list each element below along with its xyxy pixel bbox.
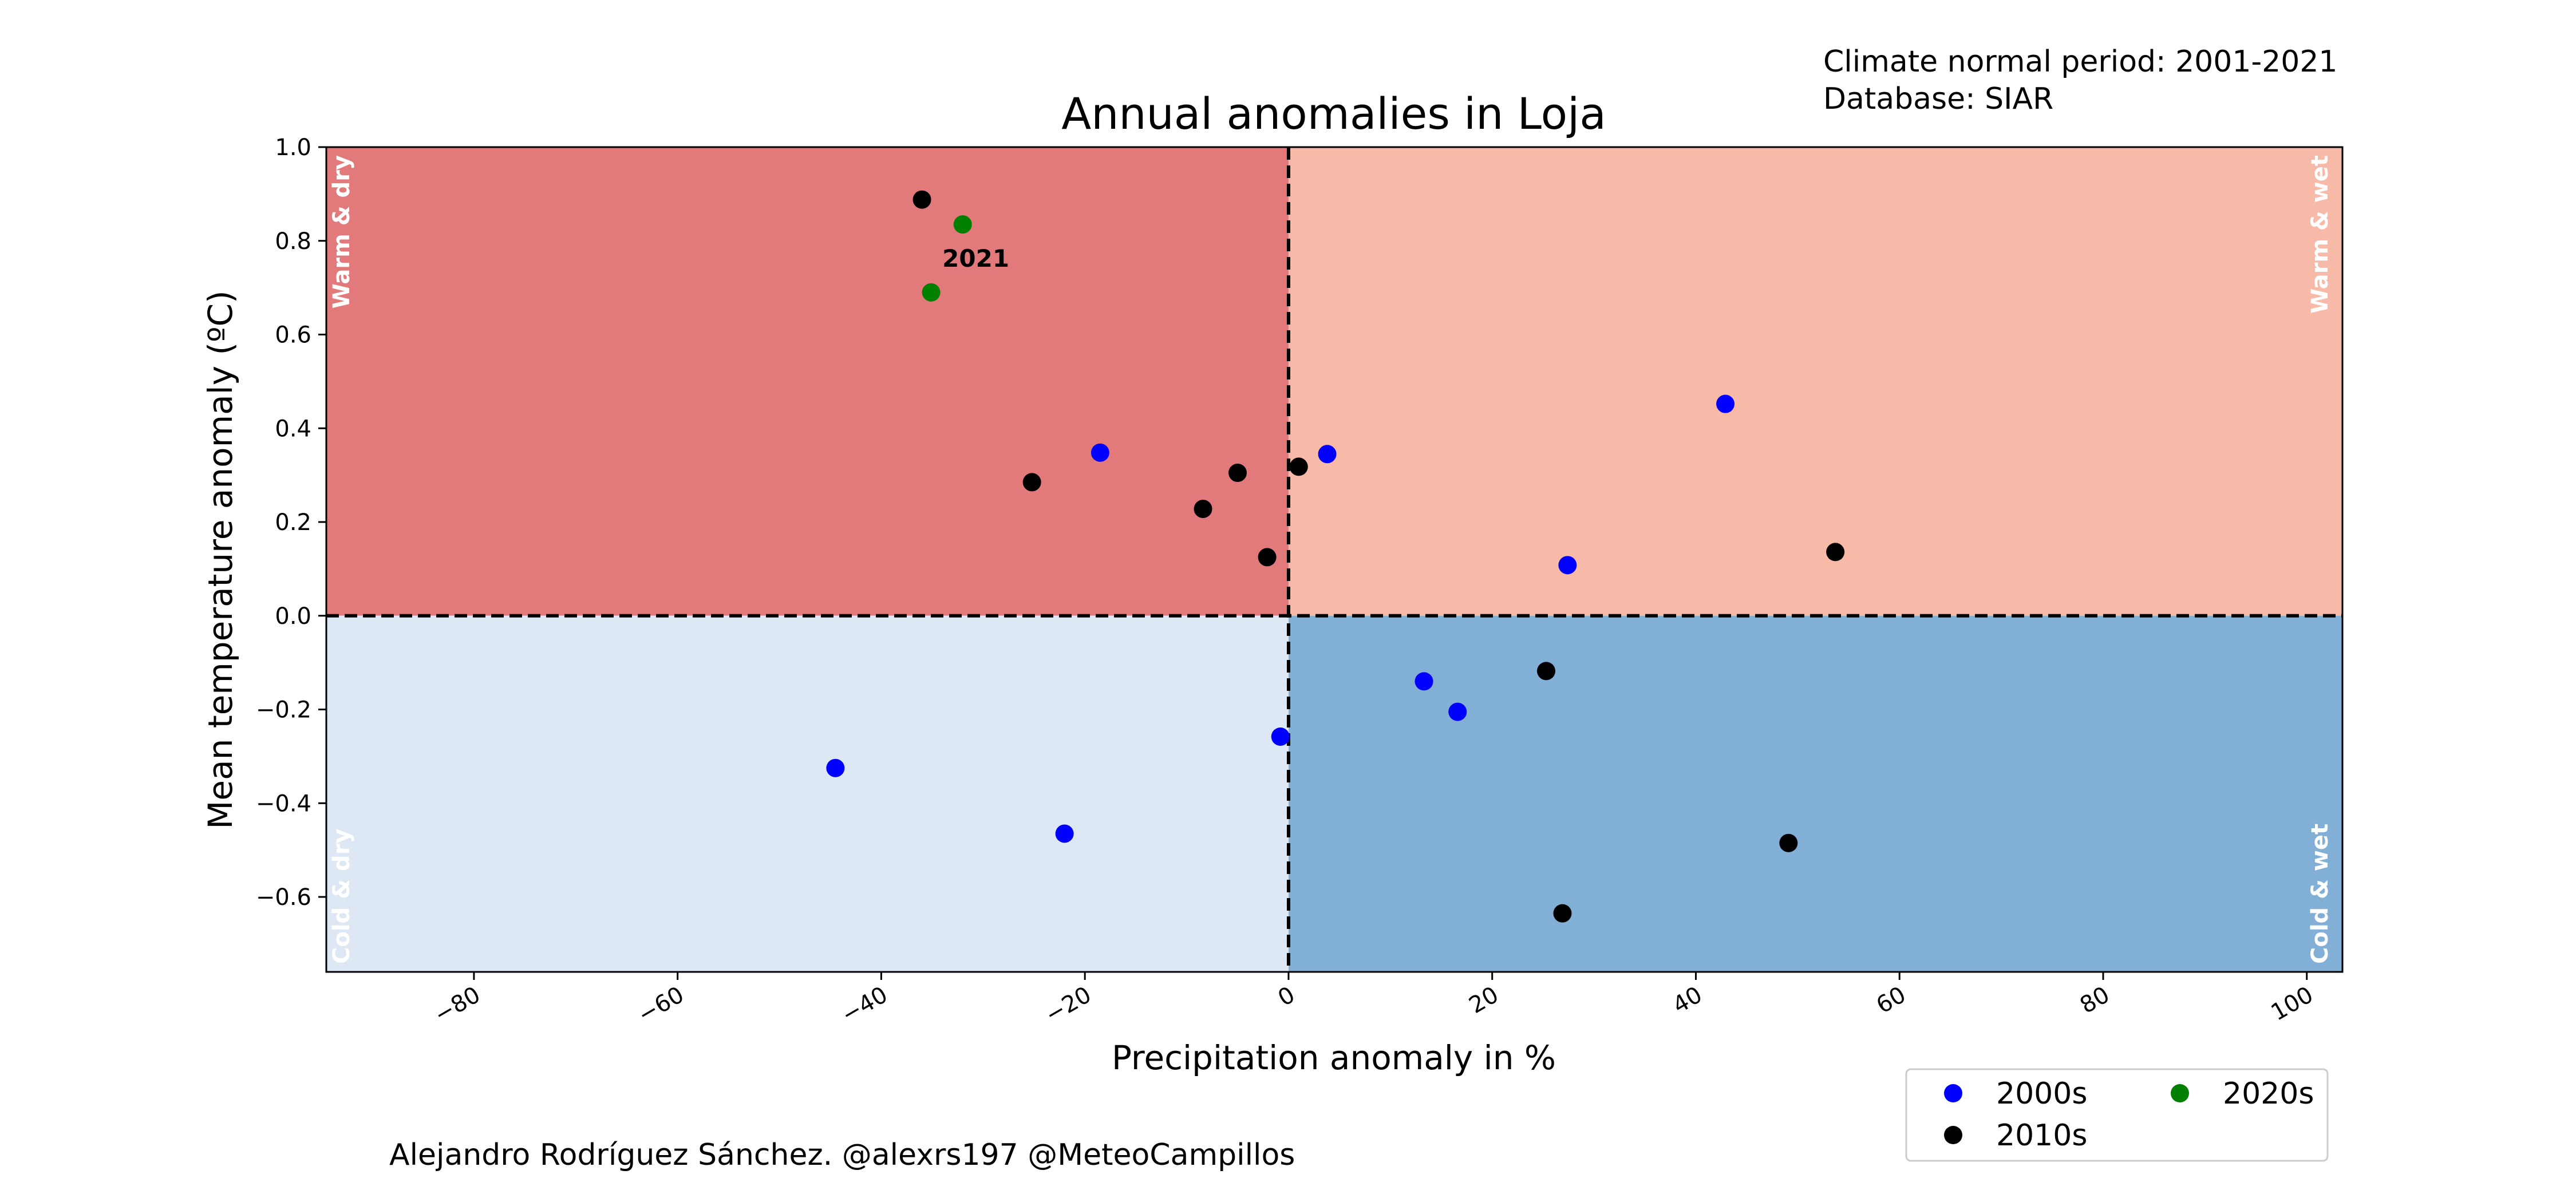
point-2010s	[912, 190, 931, 209]
point-2000s	[1415, 672, 1433, 691]
y-axis-label: Mean temperature anomaly (ºC)	[201, 290, 240, 829]
plot-frame	[325, 146, 2344, 973]
quadrant-label: Warm & wet	[2307, 155, 2333, 314]
legend-label-2020s: 2020s	[2223, 1077, 2314, 1111]
quadrant-labels: Warm & dry Warm & wet Cold & dry Cold & wet	[329, 155, 2333, 964]
y-tick-label: −0.6	[256, 884, 311, 911]
quadrant-cold-wet	[1288, 615, 2342, 972]
y-tick-label: 0.0	[275, 603, 311, 630]
quadrant-warm-dry	[326, 147, 1289, 616]
point-2000s	[1318, 445, 1337, 464]
x-axis-ticks: −80 −60 −40 −20 0 20 40 60 80 100	[430, 972, 2318, 1029]
point-2010s	[1779, 833, 1798, 852]
annotations: 2021	[942, 244, 1009, 272]
legend-marker-2010s	[1944, 1126, 1962, 1144]
quadrant-backgrounds	[326, 147, 2342, 972]
x-tick-label: 80	[2076, 982, 2114, 1019]
point-2000s	[1448, 702, 1467, 721]
legend-marker-2020s	[2171, 1084, 2189, 1102]
x-tick-label: 40	[1668, 982, 1706, 1019]
y-tick-label: 0.4	[275, 416, 311, 442]
y-tick-label: −0.4	[256, 790, 311, 817]
y-tick-label: 1.0	[275, 135, 311, 161]
legend-label-2000s: 2000s	[1996, 1077, 2087, 1111]
legend-marker-2000s	[1944, 1084, 1962, 1102]
y-tick-label: 0.2	[275, 509, 311, 536]
point-2010s	[1826, 543, 1845, 562]
point-2010s	[1553, 904, 1572, 923]
chart-title: Annual anomalies in Loja	[1061, 88, 1606, 139]
x-tick-label: −60	[634, 982, 689, 1029]
y-tick-label: 0.6	[275, 322, 311, 349]
quadrant-label: Warm & dry	[329, 155, 355, 309]
x-tick-label: 60	[1872, 982, 1910, 1019]
scatter-points	[826, 190, 1845, 923]
quadrant-cold-dry	[326, 615, 1289, 972]
quadrant-label: Cold & wet	[2307, 824, 2333, 964]
y-tick-label: 0.8	[275, 228, 311, 255]
legend-label-2010s: 2010s	[1996, 1118, 2087, 1153]
point-2000s	[1055, 824, 1074, 843]
point-2020s	[922, 283, 941, 302]
quadrant-label: Cold & dry	[329, 829, 355, 964]
point-2000s	[1271, 727, 1290, 746]
x-tick-label: 100	[2267, 982, 2318, 1026]
x-tick-label: −40	[837, 982, 892, 1029]
point-2000s	[826, 758, 845, 777]
point-2000s	[1091, 443, 1109, 462]
database-note: Database: SIAR	[1823, 82, 2053, 116]
x-tick-label: −20	[1041, 982, 1096, 1029]
x-axis-label: Precipitation anomaly in %	[1112, 1038, 1556, 1077]
point-2000s	[1558, 556, 1577, 575]
annotation-label: 2021	[942, 244, 1009, 272]
point-2000s	[1716, 394, 1735, 413]
point-2010s	[1258, 548, 1277, 567]
reference-lines	[326, 147, 2342, 972]
y-axis-ticks: 1.0 0.8 0.6 0.4 0.2 0.0 −0.2 −0.4 −0.6	[256, 135, 326, 911]
legend-box	[1905, 1068, 2329, 1162]
x-tick-label: 20	[1465, 982, 1503, 1019]
legend: 2000s 2010s 2020s	[1905, 1068, 2329, 1162]
point-2010s	[1194, 500, 1212, 519]
quadrant-warm-wet	[1288, 147, 2342, 616]
y-tick-label: −0.2	[256, 697, 311, 723]
point-2010s	[1289, 457, 1308, 476]
point-2010s	[1228, 464, 1247, 483]
x-tick-label: −80	[430, 982, 485, 1029]
point-2020s	[953, 215, 972, 234]
point-2010s	[1022, 473, 1041, 492]
x-tick-label: 0	[1274, 982, 1299, 1012]
author-credit: Alejandro Rodríguez Sánchez. @alexrs197 …	[389, 1138, 1295, 1172]
point-2010s	[1536, 662, 1555, 681]
climate-period-note: Climate normal period: 2001-2021	[1823, 45, 2338, 79]
